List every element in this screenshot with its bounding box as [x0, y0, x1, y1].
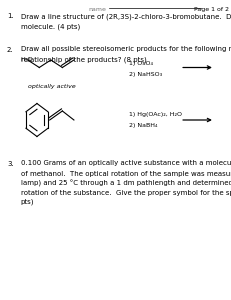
Text: 1.: 1. [7, 14, 14, 20]
Text: Draw a line structure of (2R,3S)-2-chloro-3-bromobutane.  Draw a Fisher projecti: Draw a line structure of (2R,3S)-2-chlor… [21, 14, 231, 20]
Text: optically active: optically active [28, 84, 76, 89]
Text: 0.100 Grams of an optically active substance with a molecular weight of 500 was : 0.100 Grams of an optically active subst… [21, 160, 231, 166]
Text: lamp) and 25 °C through a 1 dm pathlength and determined to be − 0.50.  Calculat: lamp) and 25 °C through a 1 dm pathlengt… [21, 180, 231, 187]
Text: 2) NaHSO₃: 2) NaHSO₃ [129, 72, 162, 76]
Text: 2) NaBH₄: 2) NaBH₄ [129, 124, 158, 128]
Text: relationship of the products? (8 pts): relationship of the products? (8 pts) [21, 56, 146, 63]
Text: 1) OsO₄: 1) OsO₄ [129, 61, 153, 65]
Text: H$_3$C: H$_3$C [20, 56, 33, 64]
Text: rotation of the substance.  Give the proper symbol for the specific rotation und: rotation of the substance. Give the prop… [21, 189, 231, 196]
Text: 3.: 3. [7, 160, 14, 166]
Text: of methanol.  The optical rotation of the sample was measured at 589 nm (the D-l: of methanol. The optical rotation of the… [21, 170, 231, 177]
Text: molecule. (4 pts): molecule. (4 pts) [21, 23, 80, 30]
Text: Draw all possible stereoisomeric products for the following reactions.  What is : Draw all possible stereoisomeric product… [21, 46, 231, 52]
Text: Page 1 of 2: Page 1 of 2 [194, 7, 229, 12]
Text: name: name [88, 7, 106, 12]
Text: 2.: 2. [7, 46, 14, 52]
Text: pts): pts) [21, 199, 34, 206]
Text: 1) Hg(OAc)₂, H₂O: 1) Hg(OAc)₂, H₂O [129, 112, 182, 117]
